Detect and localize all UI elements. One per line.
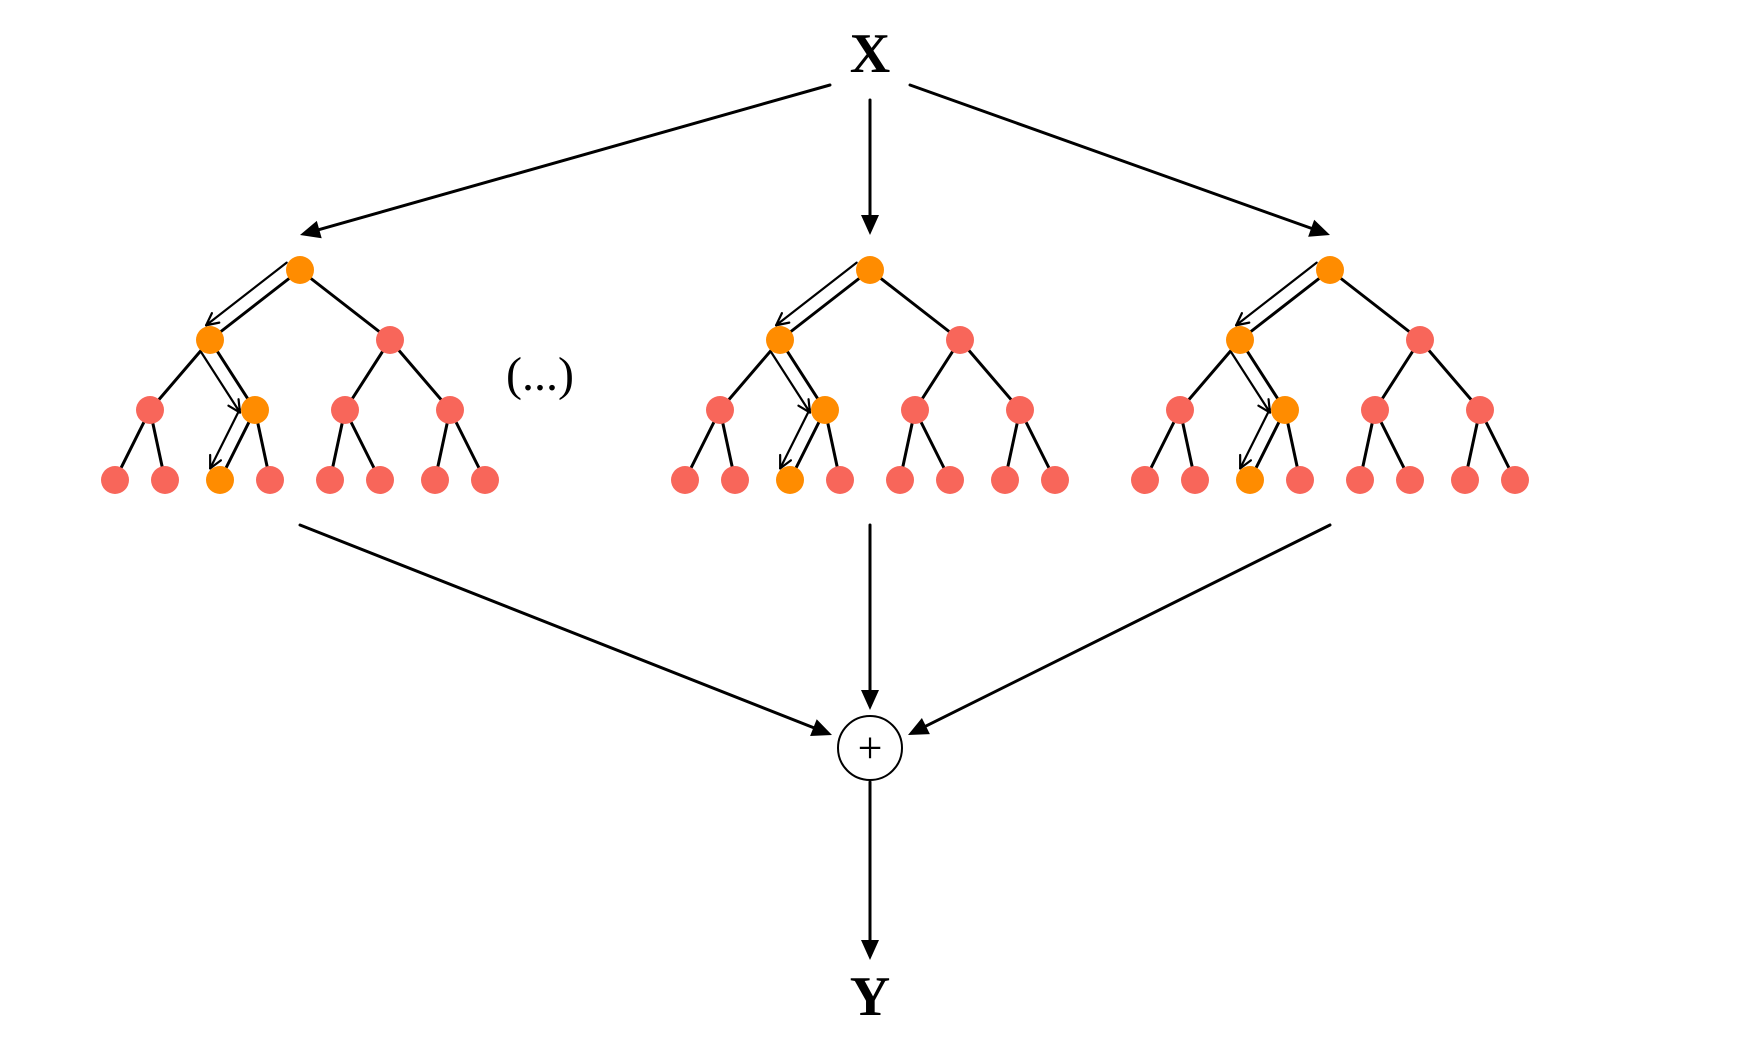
tree-node [1346, 466, 1374, 494]
tree-node [376, 326, 404, 354]
tree-node-path [1316, 256, 1344, 284]
tree-node [1166, 396, 1194, 424]
tree-node [1181, 466, 1209, 494]
tree-node-path [766, 326, 794, 354]
tree-node [316, 466, 344, 494]
tree-node [1286, 466, 1314, 494]
tree-node [101, 466, 129, 494]
tree-node [366, 466, 394, 494]
tree-node [886, 466, 914, 494]
input-label: X [850, 23, 890, 85]
tree-node [936, 466, 964, 494]
aggregate-symbol: + [858, 724, 883, 773]
tree-node [1501, 466, 1529, 494]
tree-node [1131, 466, 1159, 494]
tree-node [1041, 466, 1069, 494]
tree-node [826, 466, 854, 494]
tree-node-path [856, 256, 884, 284]
tree-node [1406, 326, 1434, 354]
tree-node [706, 396, 734, 424]
tree-node [721, 466, 749, 494]
tree-node [436, 396, 464, 424]
ellipsis-label: (...) [506, 348, 574, 401]
tree-node-path [811, 396, 839, 424]
tree-node [1361, 396, 1389, 424]
tree-node [1006, 396, 1034, 424]
tree-node-path [241, 396, 269, 424]
tree-node [256, 466, 284, 494]
ensemble-tree-diagram: X (...) + Y [0, 0, 1763, 1047]
tree-node [421, 466, 449, 494]
output-label: Y [850, 966, 890, 1028]
tree-node-path [196, 326, 224, 354]
tree-node [946, 326, 974, 354]
tree-node [1466, 396, 1494, 424]
tree-node [471, 466, 499, 494]
tree-node-path [1271, 396, 1299, 424]
tree-node [136, 396, 164, 424]
tree-node [1396, 466, 1424, 494]
tree-node-path [1236, 466, 1264, 494]
tree-node-path [776, 466, 804, 494]
tree-node [1451, 466, 1479, 494]
tree-node-path [206, 466, 234, 494]
tree-node [991, 466, 1019, 494]
tree-node [901, 396, 929, 424]
tree-node-path [1226, 326, 1254, 354]
tree-node-path [286, 256, 314, 284]
tree-node [151, 466, 179, 494]
tree-node [331, 396, 359, 424]
tree-node [671, 466, 699, 494]
